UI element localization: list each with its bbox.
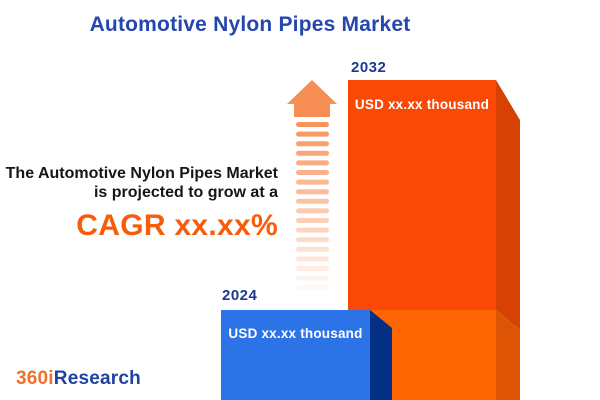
page-title: Automotive Nylon Pipes Market xyxy=(89,13,411,36)
bar-2024-front xyxy=(221,310,370,400)
arrow-dash xyxy=(296,237,329,243)
arrow-dash xyxy=(296,198,329,204)
arrow-dash xyxy=(296,208,329,214)
arrow-dash xyxy=(296,218,329,223)
arrow-dash xyxy=(296,150,329,156)
arrow-dash xyxy=(296,246,329,252)
arrow-dash xyxy=(296,285,329,291)
bar-2032-side-upper xyxy=(496,80,520,330)
description-line-2: is projected to grow at a xyxy=(93,183,278,201)
cagr-text: CAGR xx.xx% xyxy=(76,209,278,243)
arrow-dash xyxy=(296,266,329,271)
arrow-head xyxy=(287,80,337,117)
description: The Automotive Nylon Pipes Market is pro… xyxy=(6,165,278,244)
arrow-dash xyxy=(296,131,329,137)
arrow-dash xyxy=(296,227,329,233)
logo-360i: 360i xyxy=(16,368,54,389)
bar-label-2024: 2024 xyxy=(222,287,258,304)
arrow-dash xyxy=(296,141,329,147)
arrow-dash xyxy=(296,189,329,195)
bar-2024 xyxy=(221,310,392,400)
arrow-dash xyxy=(296,170,329,175)
bar-2032-front-upper xyxy=(348,80,496,310)
arrow-dash xyxy=(296,256,329,262)
bar-2032-side-lower xyxy=(496,310,520,400)
bar-2032 xyxy=(348,80,520,400)
arrow-dash xyxy=(296,122,329,127)
growth-arrow-icon xyxy=(287,80,337,291)
arrow-dashed-shaft xyxy=(296,122,329,291)
arrow-dash xyxy=(296,160,329,166)
logo-research: Research xyxy=(53,368,141,389)
arrow-dash xyxy=(296,179,329,185)
bar-label-2032: 2032 xyxy=(351,59,387,76)
bar-value-2024: USD xx.xx thousand xyxy=(228,326,363,341)
bar-value-2032: USD xx.xx thousand xyxy=(354,97,490,112)
bar-2024-side xyxy=(370,310,392,400)
logo: 360iResearch xyxy=(16,368,141,390)
description-line-1: The Automotive Nylon Pipes Market xyxy=(5,165,278,182)
arrow-dash xyxy=(296,275,329,281)
